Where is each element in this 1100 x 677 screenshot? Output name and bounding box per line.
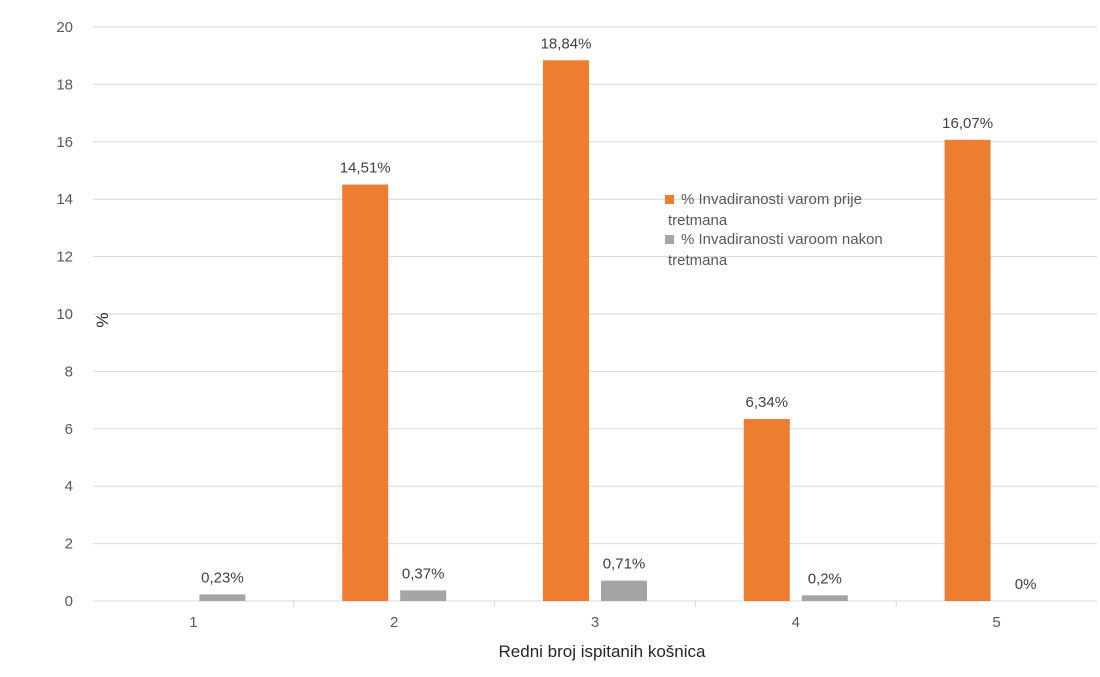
- legend-label-before-line2: tretmana: [668, 212, 728, 229]
- y-axis-title: %: [93, 312, 112, 327]
- y-tick-label: 16: [56, 134, 73, 151]
- bar-series-1-cat-4: [743, 419, 790, 601]
- y-tick-label: 0: [65, 593, 73, 610]
- data-labels: 14,51% 18,84% 6,34% 16,07% 0,23% 0,37% 0,71% 0,…: [201, 35, 1036, 593]
- gridlines: [93, 26, 1097, 602]
- legend-label-after-line2: tretmana: [668, 252, 728, 269]
- legend-swatch-after: [665, 235, 674, 244]
- y-tick-label: 10: [56, 306, 73, 323]
- data-label-series-2-cat-1: 0,23%: [201, 569, 244, 586]
- x-tick-label: 2: [390, 614, 398, 631]
- bars: [199, 60, 991, 602]
- y-tick-label: 18: [56, 76, 73, 93]
- data-label-series-2-cat-3: 0,71%: [603, 556, 646, 573]
- bar-series-2-cat-4: [801, 595, 848, 601]
- data-label-series-1-cat-5: 16,07%: [942, 115, 993, 132]
- x-tick-label: 1: [189, 614, 197, 631]
- data-label-series-1-cat-4: 6,34%: [746, 394, 789, 411]
- legend-label-after-line1: % Invadiranosti varoom nakon: [681, 231, 883, 248]
- data-label-series-1-cat-3: 18,84%: [541, 35, 592, 52]
- bar-series-1-cat-5: [944, 139, 991, 601]
- y-tick-label: 12: [56, 249, 73, 266]
- x-axis-ticks: 1 2 3 4 5: [189, 601, 1001, 631]
- data-label-series-2-cat-2: 0,37%: [402, 565, 445, 582]
- data-label-series-2-cat-5: 0%: [1015, 576, 1037, 593]
- legend-item-before: % Invadiranosti varom prije tretmana: [665, 191, 862, 229]
- y-tick-label: 2: [65, 536, 73, 553]
- y-tick-label: 14: [56, 191, 73, 208]
- y-tick-label: 8: [65, 363, 73, 380]
- bar-series-2-cat-2: [400, 590, 447, 601]
- y-tick-label: 4: [65, 478, 73, 495]
- bar-series-1-cat-2: [342, 184, 389, 602]
- legend-item-after: % Invadiranosti varoom nakon tretmana: [665, 231, 883, 269]
- legend-swatch-before: [665, 195, 674, 204]
- y-tick-label: 20: [56, 19, 73, 36]
- y-axis-ticks: 0 2 4 6 8 10 12 14 16 18 20: [56, 19, 73, 610]
- bar-series-2-cat-3: [601, 580, 647, 601]
- data-label-series-1-cat-2: 14,51%: [340, 160, 391, 177]
- data-label-series-2-cat-4: 0,2%: [808, 570, 842, 587]
- legend-label-before-line1: % Invadiranosti varom prije: [681, 191, 862, 208]
- bar-series-1-cat-3: [543, 60, 589, 602]
- x-axis-title: Redni broj ispitanih košnica: [499, 642, 706, 661]
- legend: % Invadiranosti varom prije tretmana % I…: [665, 191, 883, 269]
- x-tick-label: 4: [792, 614, 800, 631]
- x-tick-label: 3: [591, 614, 599, 631]
- y-tick-label: 6: [65, 421, 73, 438]
- x-tick-label: 5: [992, 614, 1000, 631]
- bar-series-2-cat-1: [199, 594, 246, 601]
